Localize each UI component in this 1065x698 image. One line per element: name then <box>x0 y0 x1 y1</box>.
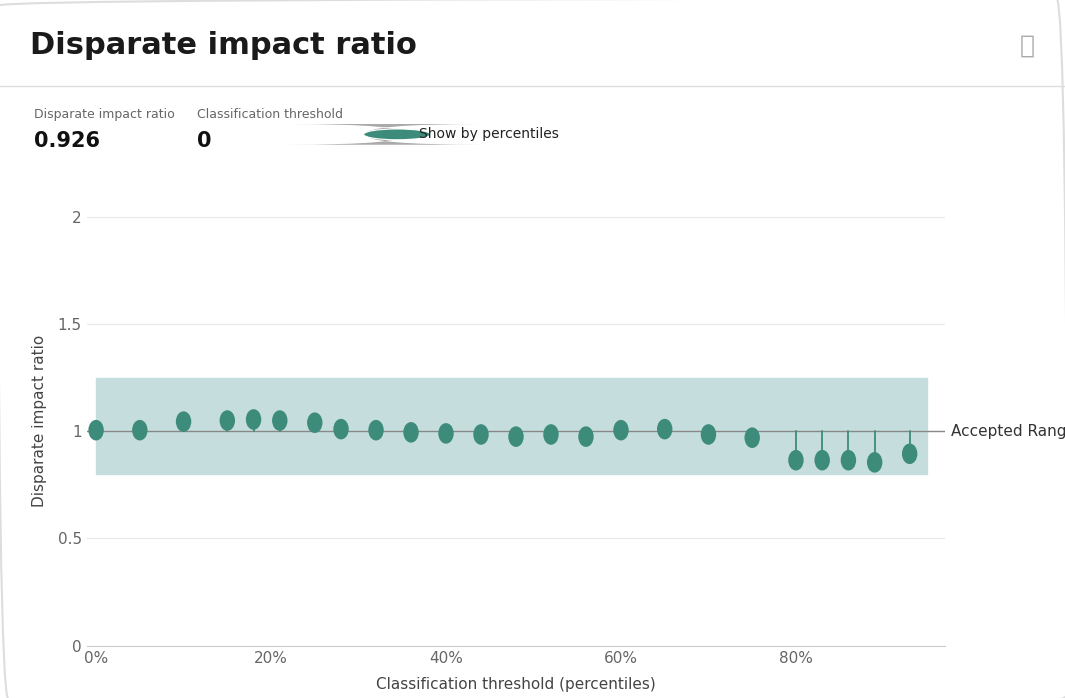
Ellipse shape <box>439 423 454 444</box>
Text: Accepted Range: Accepted Range <box>951 424 1065 439</box>
X-axis label: Classification threshold (percentiles): Classification threshold (percentiles) <box>376 677 656 692</box>
Ellipse shape <box>272 410 288 431</box>
Ellipse shape <box>543 424 559 445</box>
Text: ⎙: ⎙ <box>1020 34 1035 57</box>
Ellipse shape <box>307 413 323 433</box>
Ellipse shape <box>788 450 804 470</box>
Text: 0: 0 <box>197 131 212 151</box>
Ellipse shape <box>246 409 261 430</box>
Ellipse shape <box>840 450 856 470</box>
Ellipse shape <box>88 420 103 440</box>
Bar <box>96 378 928 474</box>
Ellipse shape <box>701 424 716 445</box>
Ellipse shape <box>333 419 348 440</box>
Y-axis label: Disparate impact ratio: Disparate impact ratio <box>32 334 47 507</box>
Text: Classification threshold: Classification threshold <box>197 108 343 121</box>
FancyBboxPatch shape <box>289 124 482 144</box>
Ellipse shape <box>176 411 192 432</box>
Ellipse shape <box>657 419 672 440</box>
Ellipse shape <box>368 420 383 440</box>
Ellipse shape <box>613 420 628 440</box>
Text: 0.926: 0.926 <box>34 131 100 151</box>
Ellipse shape <box>363 129 431 140</box>
Ellipse shape <box>744 427 760 448</box>
Ellipse shape <box>132 420 148 440</box>
Ellipse shape <box>219 410 235 431</box>
Ellipse shape <box>404 422 419 443</box>
Ellipse shape <box>902 443 917 464</box>
Ellipse shape <box>867 452 883 473</box>
Text: Disparate impact ratio: Disparate impact ratio <box>30 31 416 60</box>
Ellipse shape <box>815 450 830 470</box>
Ellipse shape <box>508 426 524 447</box>
Text: Show by percentiles: Show by percentiles <box>419 127 558 142</box>
Text: Disparate impact ratio: Disparate impact ratio <box>34 108 175 121</box>
Ellipse shape <box>473 424 489 445</box>
Ellipse shape <box>578 426 593 447</box>
